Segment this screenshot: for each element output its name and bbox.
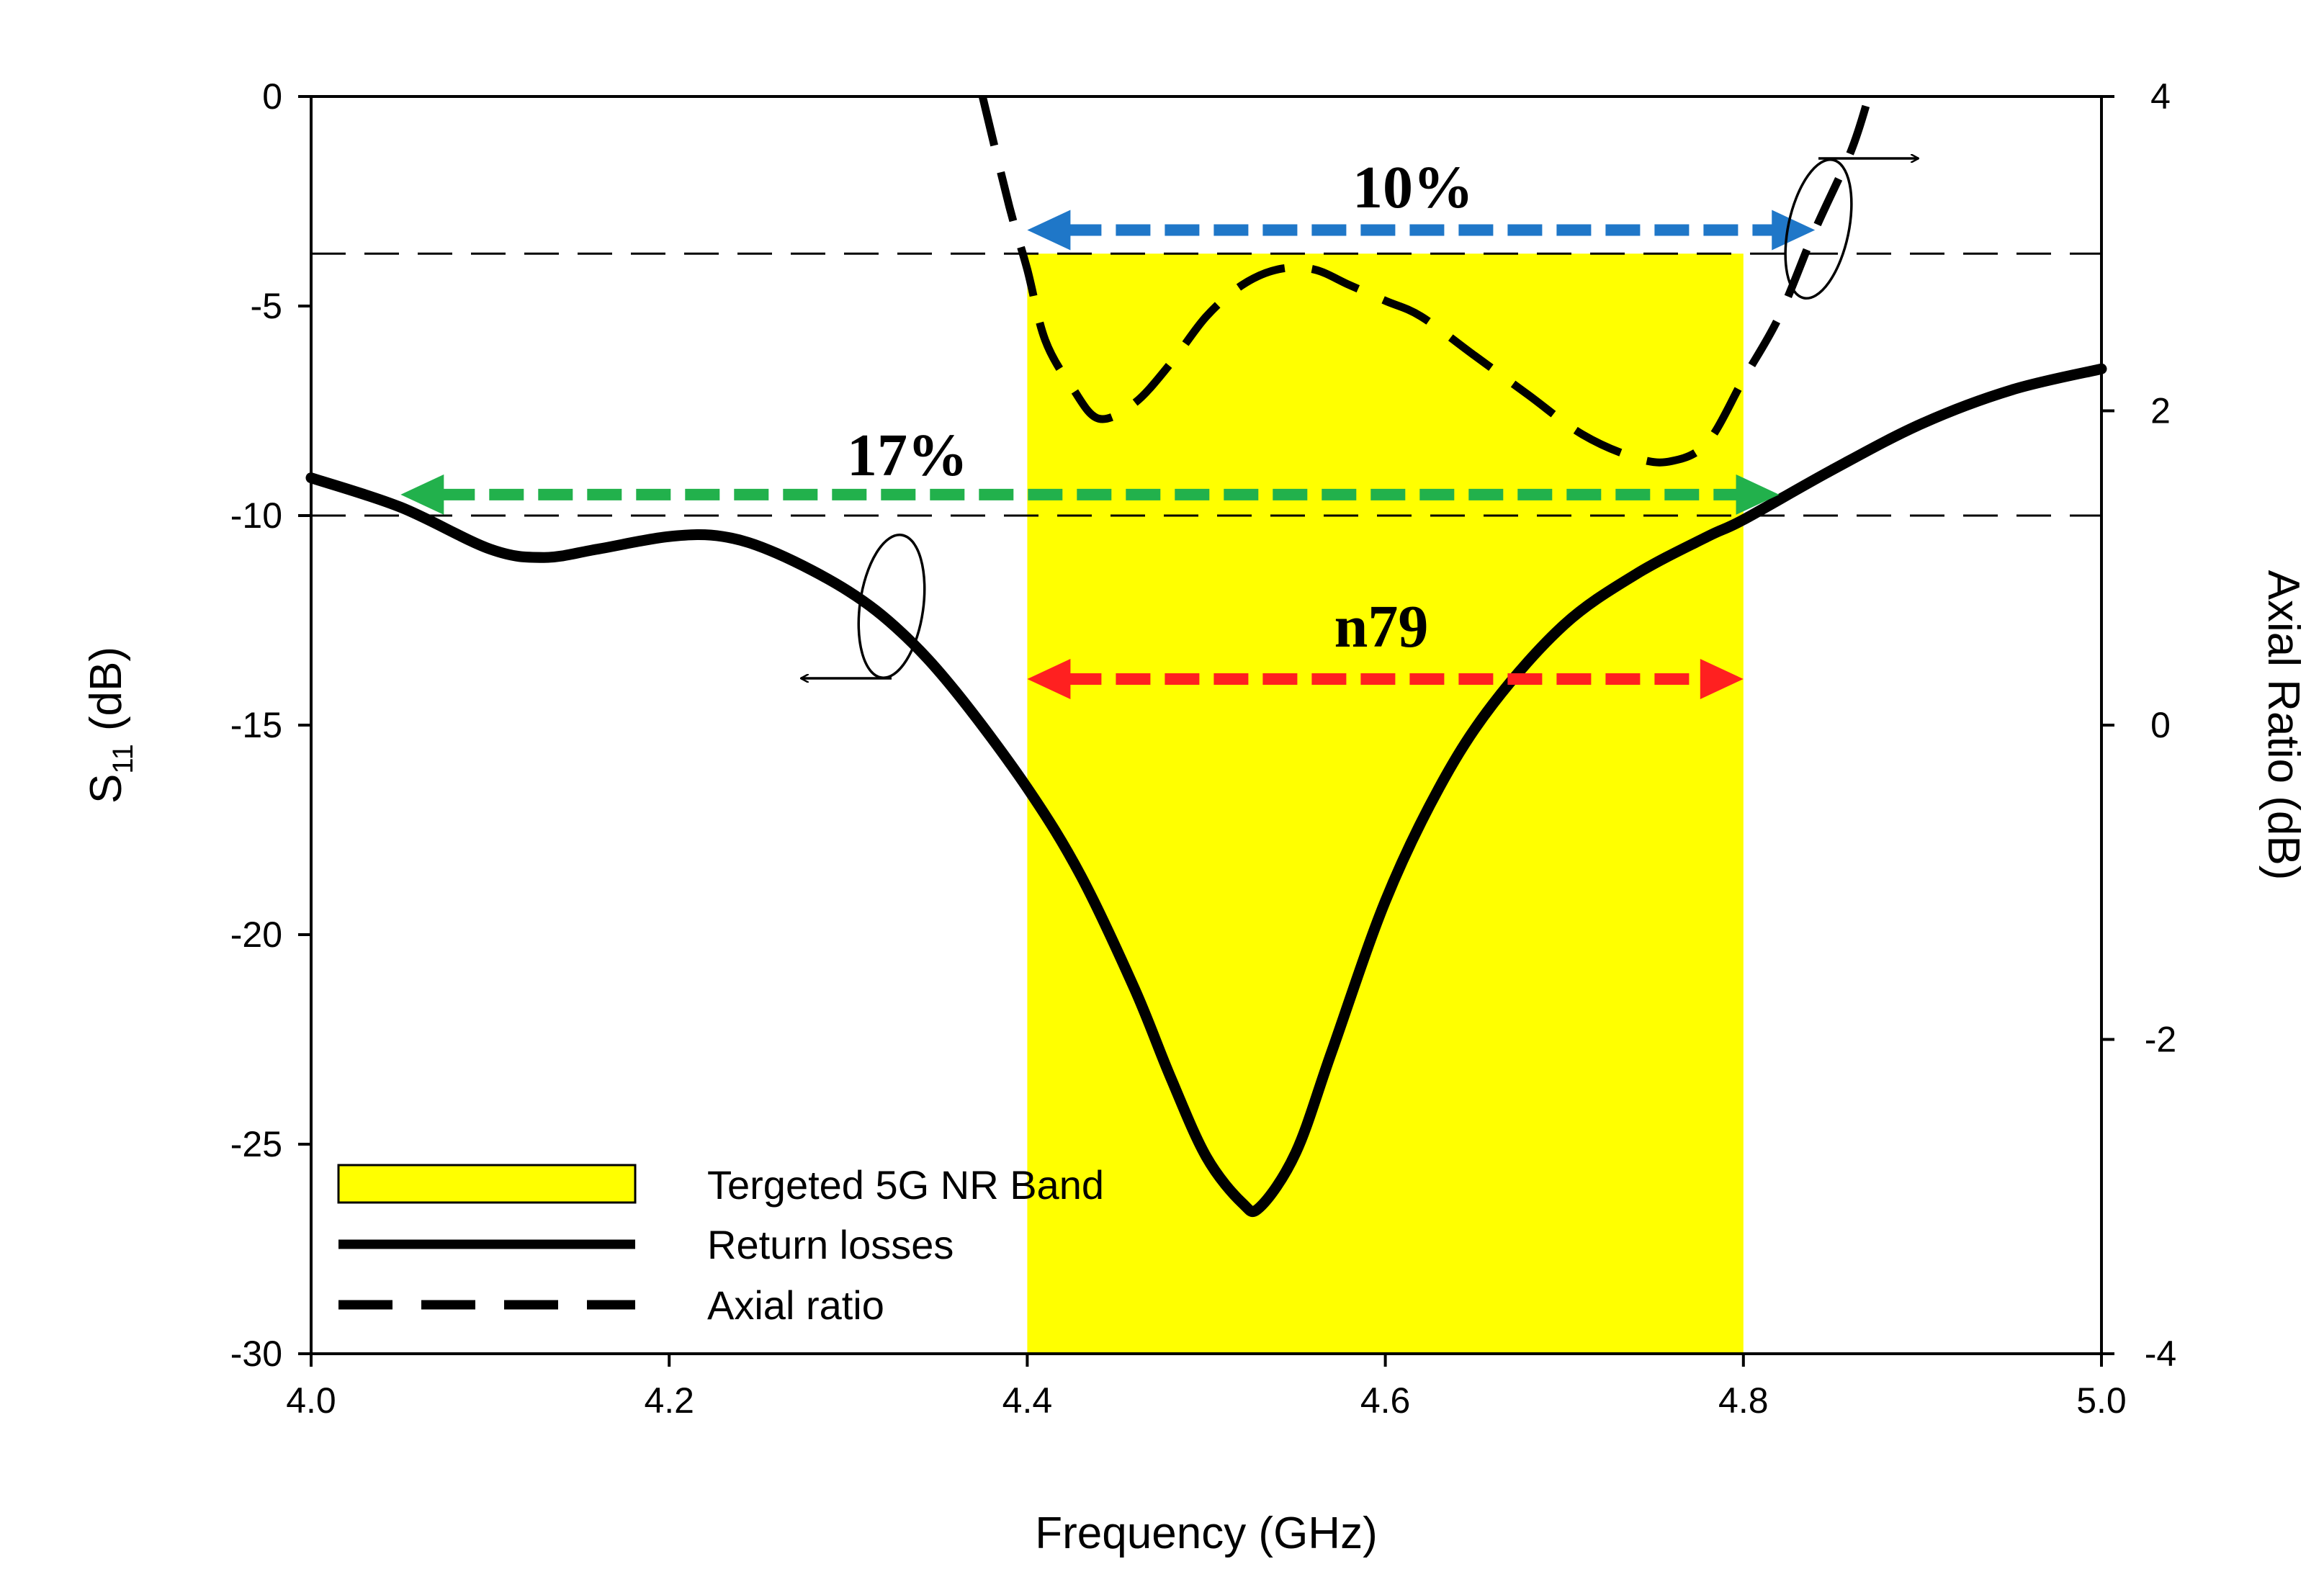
legend-label-axial-ratio: Axial ratio — [707, 1282, 884, 1328]
x-tick-label: 4.6 — [1360, 1380, 1411, 1421]
annotation-label: 10% — [1352, 154, 1473, 221]
annotation-arrow-head-left — [1027, 658, 1071, 699]
y-right-tick-label: -2 — [2145, 1020, 2176, 1060]
y-right-tick-label: -4 — [2145, 1334, 2176, 1374]
legend: Tergeted 5G NR Band Return losses Axial … — [337, 1162, 1104, 1328]
y-right-axis-title: Axial Ratio (dB) — [2258, 570, 2308, 881]
annotation-arrow-head-left — [400, 474, 444, 515]
return-losses-line — [305, 363, 2107, 1217]
left-axis-pointer — [801, 534, 926, 682]
legend-label-band: Tergeted 5G NR Band — [707, 1162, 1104, 1208]
bandwidth-annotations: 10% 17% n79 — [400, 154, 1816, 699]
annotation-arrow-head-left — [1027, 210, 1071, 251]
y-left-tick-label: -15 — [230, 705, 282, 745]
annotation-arrow-head-right — [1736, 474, 1780, 515]
y-left-tick-label: -20 — [230, 914, 282, 955]
targeted-band-region — [1027, 253, 1744, 1354]
y-left-tick-label: -5 — [251, 286, 282, 326]
y-left-tick-label: -30 — [230, 1334, 282, 1374]
legend-label-return-losses: Return losses — [707, 1222, 954, 1267]
y-left-axis-title-subscript: 11 — [107, 744, 139, 774]
annotation-label: 17% — [847, 422, 968, 489]
x-tick-label: 4.8 — [1718, 1380, 1769, 1421]
x-tick-label: 5.0 — [2076, 1380, 2127, 1421]
y-left-axis-title-main: S — [81, 774, 131, 804]
y-left-tick-label: -10 — [230, 495, 282, 536]
y-right-tick-label: 4 — [2150, 76, 2171, 117]
annotation-arrow-head-right — [1772, 210, 1816, 251]
x-tick-label: 4.2 — [644, 1380, 694, 1421]
y-right-axis-ticks: 4 2 0 -2 -4 — [2101, 76, 2176, 1374]
reference-lines — [311, 252, 2101, 517]
right-axis-pointer — [1784, 153, 1919, 300]
y-left-tick-label: 0 — [262, 76, 282, 117]
annotation-arrow-n79 — [1027, 658, 1744, 699]
x-tick-label: 4.0 — [286, 1380, 336, 1421]
x-axis-title: Frequency (GHz) — [1035, 1509, 1377, 1558]
right-axis-pointer-ellipse — [1784, 158, 1853, 300]
annotation-arrow-10pct — [1027, 210, 1816, 251]
y-right-tick-label: 0 — [2150, 705, 2171, 745]
legend-band-swatch — [337, 1164, 637, 1204]
y-left-axis-title-unit: (dB) — [81, 647, 131, 731]
annotation-label: n79 — [1334, 593, 1429, 660]
annotation-arrow-head-right — [1700, 658, 1744, 699]
y-right-tick-label: 2 — [2150, 391, 2171, 431]
x-tick-label: 4.4 — [1002, 1380, 1053, 1421]
annotation-arrow-17pct — [400, 474, 1780, 515]
y-left-axis-title: S11 (dB) — [81, 647, 139, 804]
y-left-tick-label: -25 — [230, 1124, 282, 1164]
y-left-axis-ticks: 0 -5 -10 -15 -20 -25 -30 — [230, 76, 311, 1374]
x-axis-ticks: 4.0 4.2 4.4 4.6 4.8 5.0 — [286, 1354, 2127, 1421]
